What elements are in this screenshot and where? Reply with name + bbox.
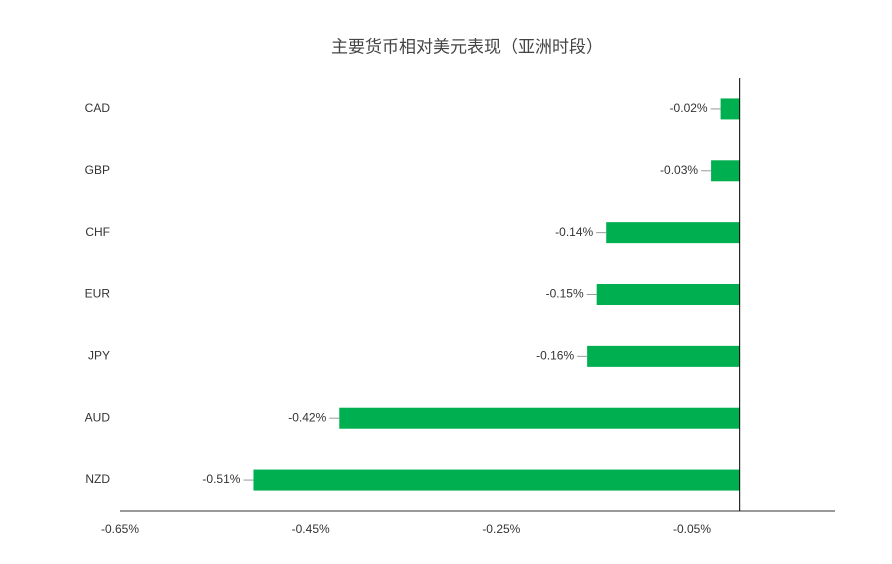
- bar: [587, 345, 740, 367]
- y-tick-label: GBP: [85, 163, 110, 177]
- x-tick-label: -0.25%: [482, 522, 520, 536]
- y-tick-label: AUD: [85, 410, 111, 424]
- x-tick-label: -0.65%: [101, 522, 139, 536]
- value-label: -0.16%: [536, 349, 574, 363]
- value-label: -0.03%: [660, 163, 698, 177]
- y-tick-label: JPY: [88, 349, 110, 363]
- bar: [606, 222, 740, 244]
- bar: [720, 98, 740, 120]
- value-label: -0.42%: [288, 410, 326, 424]
- bar: [253, 469, 740, 491]
- y-tick-label: CAD: [85, 101, 111, 115]
- bar: [596, 284, 740, 305]
- x-tick-label: -0.45%: [292, 522, 330, 536]
- y-tick-label: EUR: [85, 287, 111, 301]
- y-tick-label: NZD: [85, 472, 110, 486]
- bar: [339, 407, 740, 429]
- x-tick-label: -0.05%: [673, 522, 711, 536]
- chart-title: 主要货币相对美元表现（亚洲时段）: [331, 37, 603, 56]
- value-label: -0.15%: [546, 287, 584, 301]
- value-label: -0.51%: [202, 472, 240, 486]
- y-tick-label: CHF: [85, 225, 110, 239]
- value-label: -0.14%: [555, 225, 593, 239]
- value-label: -0.02%: [670, 101, 708, 115]
- bar: [711, 160, 740, 182]
